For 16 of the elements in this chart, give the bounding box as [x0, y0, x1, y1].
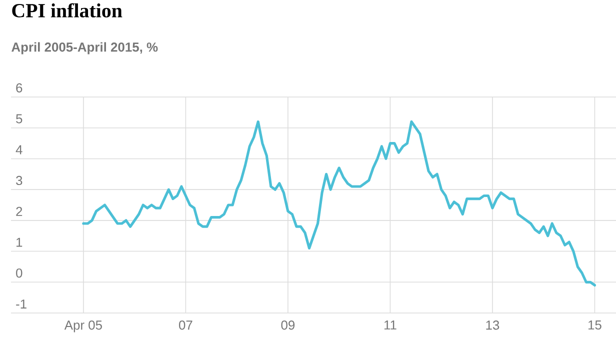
y-tick-label: 6 — [16, 83, 22, 92]
y-tick-label: 0 — [16, 268, 22, 278]
x-tick-label: 07 — [178, 320, 192, 330]
y-tick-label: 3 — [16, 176, 22, 186]
y-tick-label: -1 — [16, 300, 26, 308]
y-tick-label: 5 — [16, 114, 22, 124]
x-tick-label: 13 — [486, 320, 500, 330]
x-tick-label: 15 — [588, 320, 602, 330]
x-tick-label: 09 — [281, 320, 295, 330]
x-tick-label: 11 — [384, 320, 396, 330]
y-tick-label: 2 — [16, 206, 22, 216]
chart-title: CPI inflation — [12, 3, 122, 18]
y-tick-label: 4 — [16, 145, 22, 154]
chart-subtitle: April 2005-April 2015, % — [12, 42, 158, 54]
y-tick-label: 1 — [16, 238, 22, 247]
x-tick-label: Apr 05 — [64, 320, 102, 332]
